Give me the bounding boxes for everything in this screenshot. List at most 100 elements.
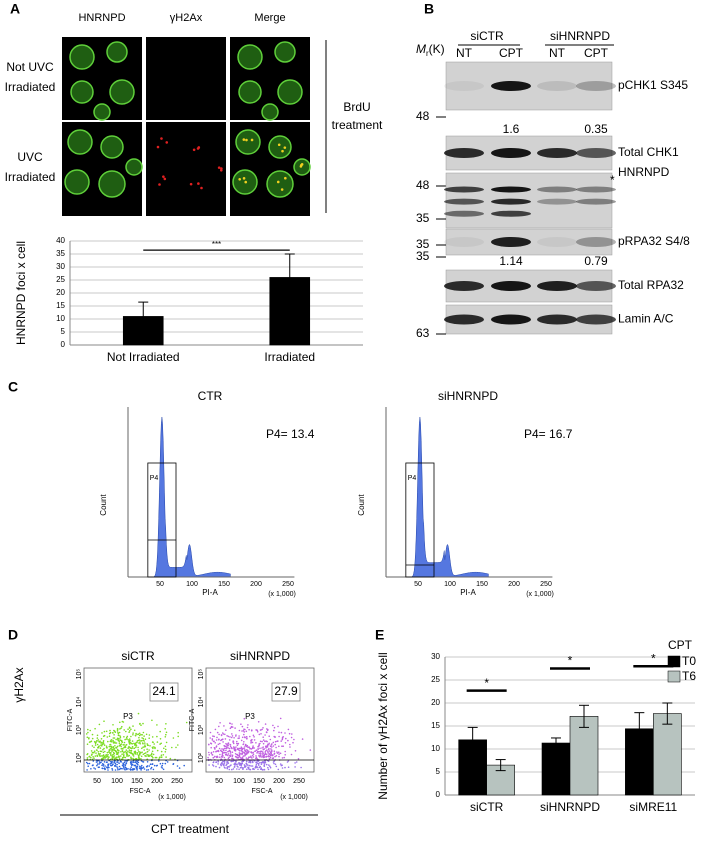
event: [99, 750, 102, 753]
event: [87, 728, 89, 731]
event: [103, 720, 105, 722]
event: [122, 721, 125, 723]
event: [272, 724, 274, 727]
event: [128, 754, 131, 757]
event: [132, 757, 134, 760]
y-tick-label: 10: [56, 314, 65, 323]
event: [95, 749, 98, 751]
event: [260, 729, 262, 731]
event: [115, 751, 118, 753]
event: [114, 745, 116, 747]
event: [274, 736, 277, 738]
x-tick-label: 200: [250, 581, 262, 588]
event: [243, 731, 246, 733]
event: [152, 741, 154, 744]
event: [136, 763, 138, 765]
event: [237, 763, 239, 765]
event: [215, 739, 218, 741]
histogram: [140, 416, 231, 578]
event: [284, 754, 287, 756]
event: [301, 738, 304, 740]
event: [124, 756, 127, 759]
quantification: 1.14: [499, 254, 523, 268]
event: [94, 768, 97, 770]
event: [229, 764, 231, 767]
event: [166, 761, 169, 763]
event: [284, 732, 286, 734]
event: [264, 761, 267, 764]
event: [137, 739, 140, 742]
event: [141, 734, 143, 736]
blot-band: [576, 81, 616, 91]
event: [228, 747, 231, 750]
event: [269, 766, 272, 769]
event: [221, 751, 224, 754]
event: [242, 751, 244, 753]
event: [238, 752, 241, 754]
x-tick-label: 200: [508, 581, 520, 588]
event: [122, 763, 125, 766]
event: [233, 746, 235, 749]
event: [268, 764, 270, 766]
x-tick-label: siHNRNPD: [540, 800, 600, 814]
event: [116, 728, 119, 731]
event: [122, 744, 125, 746]
event: [111, 761, 114, 763]
y-tick-label: 15: [56, 301, 65, 310]
event: [265, 755, 267, 758]
event: [127, 747, 130, 749]
event: [229, 754, 231, 757]
focus: [276, 180, 280, 184]
event: [94, 742, 97, 745]
nucleus: [93, 103, 111, 121]
event: [165, 756, 167, 758]
event: [111, 769, 114, 771]
event: [112, 724, 114, 726]
event: [231, 757, 233, 760]
event: [260, 767, 263, 769]
event: [143, 735, 145, 737]
event: [274, 740, 277, 743]
nucleus: [274, 41, 296, 63]
event: [163, 747, 165, 750]
event: [107, 756, 110, 758]
event: [161, 762, 164, 765]
event: [162, 754, 165, 756]
event: [270, 752, 273, 754]
event: [150, 766, 153, 769]
x-tick-label: 150: [131, 778, 143, 785]
blot-band: [537, 237, 577, 247]
event: [140, 760, 143, 762]
event: [238, 729, 241, 732]
focus: [217, 166, 221, 169]
event: [245, 736, 248, 738]
event: [241, 749, 243, 751]
event: [120, 747, 123, 750]
event: [140, 752, 142, 754]
column-header: Merge: [254, 12, 285, 24]
event: [278, 745, 280, 748]
event: [279, 717, 282, 720]
event: [118, 758, 121, 760]
blot-band: [576, 198, 616, 205]
event: [141, 751, 143, 753]
event: [221, 756, 223, 758]
event: [127, 768, 129, 770]
event: [265, 753, 268, 756]
nucleus: [238, 80, 262, 104]
event: [267, 768, 270, 771]
nucleus: [106, 41, 128, 63]
significance: *: [568, 654, 573, 668]
event: [212, 751, 215, 753]
y-tick-label: 10²: [76, 752, 83, 763]
event: [232, 768, 235, 770]
event: [271, 749, 273, 751]
event: [165, 731, 168, 734]
event: [121, 725, 123, 728]
event: [134, 758, 137, 760]
event: [265, 763, 268, 766]
event: [100, 738, 103, 740]
event: [134, 764, 137, 767]
event: [230, 746, 233, 749]
event: [160, 754, 163, 756]
